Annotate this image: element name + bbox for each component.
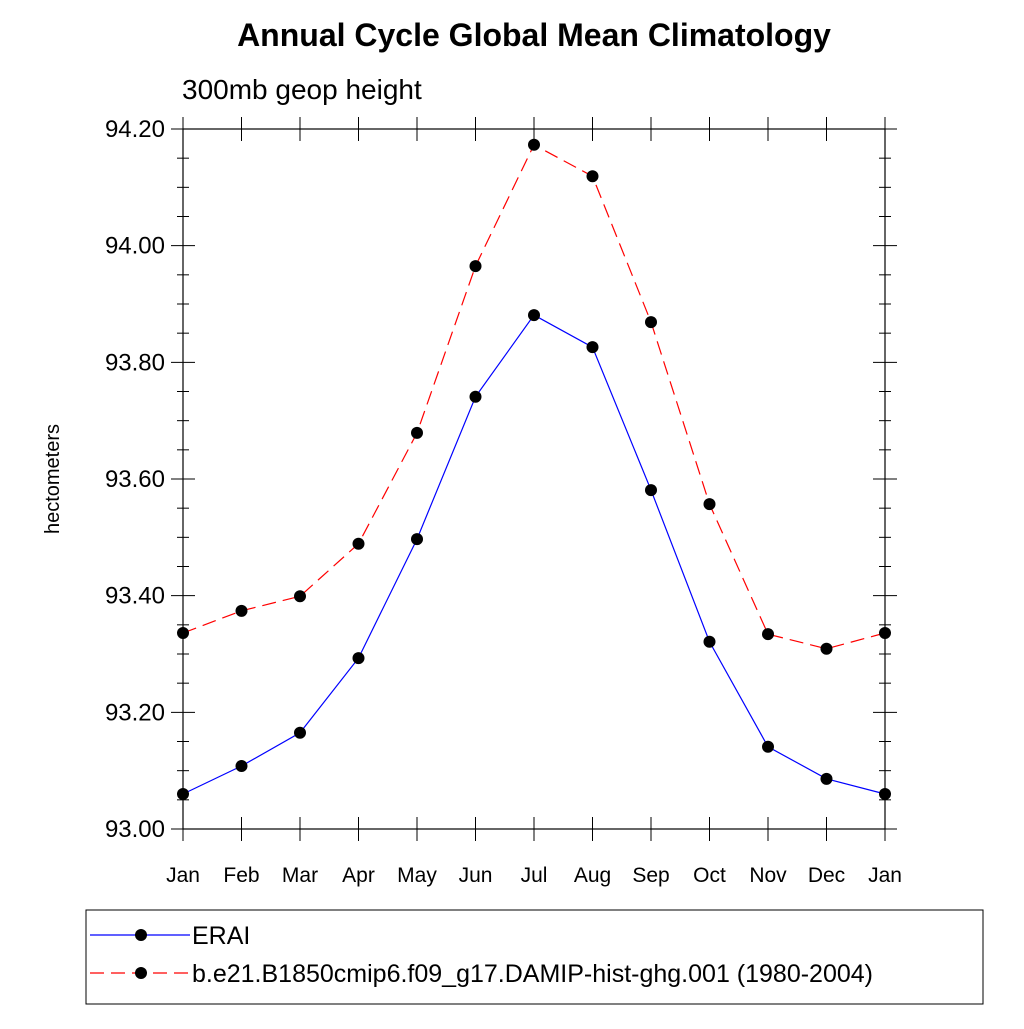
data-point-1 (235, 604, 248, 617)
data-point-1 (586, 170, 599, 183)
data-point-0 (762, 740, 774, 753)
data-point-1 (352, 537, 365, 550)
x-tick-label: Mar (282, 864, 318, 887)
chart-subtitle: 300mb geop height (182, 74, 422, 105)
legend-label-0: ERAI (192, 922, 250, 950)
plot-frame (182, 128, 886, 830)
y-tick-label: 93.00 (105, 816, 165, 843)
data-point-0 (645, 484, 657, 497)
x-tick-label: Oct (693, 864, 726, 887)
series-line-0 (182, 314, 886, 795)
chart-title: Annual Cycle Global Mean Climatology (237, 17, 831, 53)
data-point-1 (469, 260, 482, 273)
x-tick-label: Nov (749, 864, 787, 887)
x-tick-label: Apr (342, 864, 375, 887)
data-point-0 (294, 726, 306, 739)
data-point-1 (411, 426, 423, 439)
x-tick-label: Sep (632, 864, 669, 887)
data-point-0 (879, 788, 891, 800)
data-point-0 (352, 652, 365, 665)
data-point-1 (294, 590, 306, 603)
x-tick-label: Feb (223, 864, 259, 887)
data-point-1 (879, 627, 891, 639)
data-point-0 (528, 309, 540, 322)
y-tick-label: 94.00 (105, 233, 165, 260)
x-tick-label: Aug (574, 864, 611, 887)
series-line-1 (182, 143, 886, 650)
y-tick-label: 94.20 (105, 116, 165, 143)
data-point-0 (177, 788, 189, 800)
legend-label-1: b.e21.B1850cmip6.f09_g17.DAMIP-hist-ghg.… (192, 960, 873, 988)
x-tick-label: Dec (808, 864, 845, 887)
data-point-1 (177, 627, 189, 639)
data-point-0 (586, 341, 599, 354)
y-axis-label: hectometers (42, 424, 64, 534)
x-tick-label: Jun (459, 864, 493, 887)
data-point-0 (820, 772, 833, 785)
data-point-1 (528, 138, 540, 151)
x-tick-label: May (397, 864, 437, 887)
data-point-1 (762, 628, 774, 641)
y-tick-label: 93.80 (105, 349, 165, 376)
y-tick-label: 93.20 (105, 699, 165, 726)
x-tick-label: Jan (166, 864, 200, 887)
data-point-0 (703, 635, 716, 648)
data-point-0 (411, 533, 423, 546)
legend-marker-0 (135, 929, 147, 941)
data-point-1 (703, 498, 716, 511)
x-tick-label: Jul (521, 864, 548, 887)
legend-box (85, 909, 984, 1005)
legend-marker-1 (135, 967, 147, 979)
x-tick-label: Jan (868, 864, 902, 887)
y-tick-label: 93.60 (105, 466, 165, 493)
data-point-0 (469, 390, 482, 403)
y-tick-label: 93.40 (105, 583, 165, 610)
data-point-1 (820, 642, 833, 655)
data-point-1 (645, 316, 657, 329)
data-point-0 (235, 760, 248, 772)
